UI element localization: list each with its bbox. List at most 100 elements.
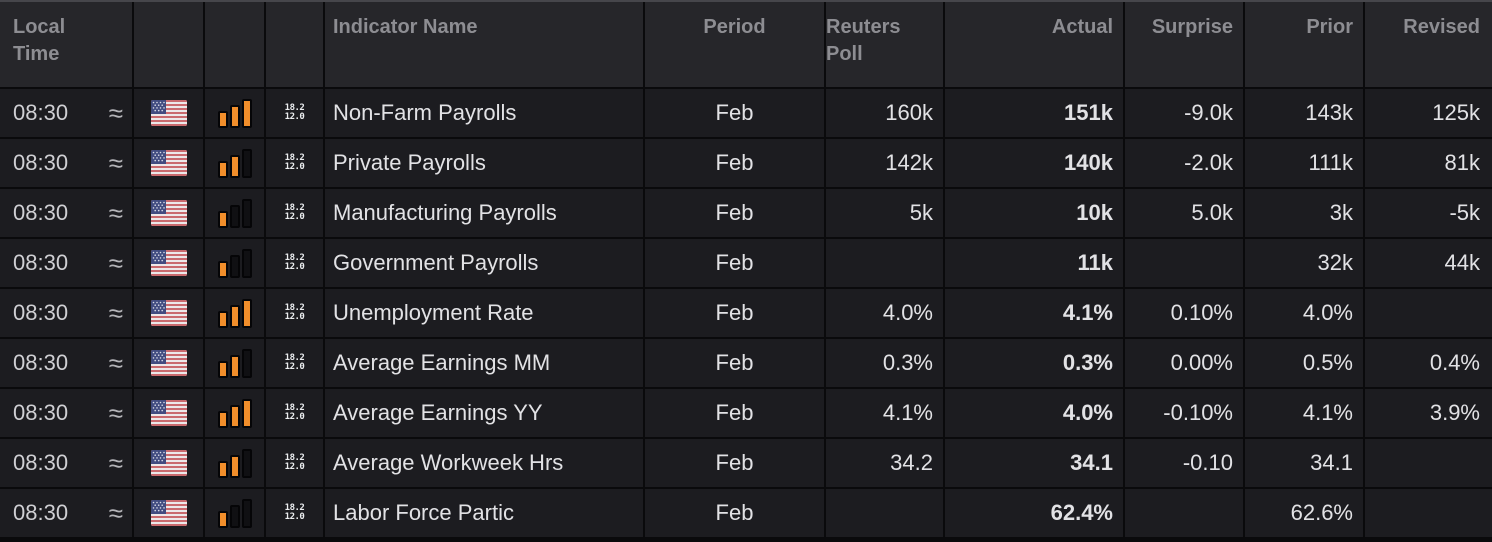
economic-data-chart-icon: 18.2 12.0 (285, 104, 305, 122)
column-header-chart[interactable] (266, 2, 325, 89)
us-flag-icon (150, 450, 187, 476)
table-row[interactable]: 08:30 ≈ (0, 339, 1492, 389)
cell-chart-icon[interactable]: 18.2 12.0 (266, 489, 325, 539)
column-header-reuters-poll[interactable]: Reuters Poll (826, 2, 945, 89)
reuters-poll-value: 4.1% (882, 400, 933, 425)
cell-actual: 4.1% (945, 289, 1125, 339)
cell-chart-icon[interactable]: 18.2 12.0 (266, 89, 325, 139)
cell-indicator-name[interactable]: Manufacturing Payrolls (325, 189, 645, 239)
cell-local-time: 08:30 ≈ (0, 139, 134, 189)
column-header-local-time[interactable]: Local Time (0, 2, 134, 89)
cell-prior: 4.0% (1245, 289, 1365, 339)
cell-indicator-name[interactable]: Private Payrolls (325, 139, 645, 189)
table-row[interactable]: 08:30 ≈ (0, 89, 1492, 139)
surprise-value: 0.10% (1170, 300, 1233, 325)
table-row[interactable]: 08:30 ≈ (0, 389, 1492, 439)
cell-indicator-name[interactable]: Unemployment Rate (325, 289, 645, 339)
chart-icon-bottom-value: 12.0 (284, 412, 305, 422)
revised-value: -5k (1449, 200, 1480, 225)
cell-actual: 140k (945, 139, 1125, 189)
table-body: 08:30 ≈ (0, 89, 1492, 539)
cell-reuters-poll: 160k (826, 89, 945, 139)
table-row[interactable]: 08:30 ≈ (0, 489, 1492, 539)
cell-surprise: -2.0k (1125, 139, 1245, 189)
cell-actual: 151k (945, 89, 1125, 139)
table-row[interactable]: 08:30 ≈ (0, 139, 1492, 189)
cell-importance (205, 439, 266, 489)
reuters-poll-value: 160k (885, 100, 933, 125)
column-header-indicator-name[interactable]: Indicator Name (325, 2, 645, 89)
cell-local-time: 08:30 ≈ (0, 189, 134, 239)
chart-icon-bottom-value: 12.0 (284, 362, 305, 372)
chart-icon-bottom-value: 12.0 (284, 262, 305, 272)
cell-surprise (1125, 239, 1245, 289)
prior-value: 62.6% (1290, 500, 1353, 525)
cell-chart-icon[interactable]: 18.2 12.0 (266, 139, 325, 189)
cell-country (134, 239, 205, 289)
cell-indicator-name[interactable]: Average Earnings MM (325, 339, 645, 389)
us-flag-icon (150, 350, 187, 376)
cell-revised: 3.9% (1365, 389, 1492, 439)
cell-indicator-name[interactable]: Labor Force Partic (325, 489, 645, 539)
approx-time-icon: ≈ (108, 498, 123, 528)
table-row[interactable]: 08:30 ≈ (0, 189, 1492, 239)
cell-period: Feb (645, 339, 826, 389)
cell-chart-icon[interactable]: 18.2 12.0 (266, 289, 325, 339)
cell-revised: 81k (1365, 139, 1492, 189)
header-reuters-poll-line1: Reuters (826, 16, 901, 38)
cell-indicator-name[interactable]: Average Earnings YY (325, 389, 645, 439)
period-value: Feb (715, 400, 754, 425)
cell-local-time: 08:30 ≈ (0, 489, 134, 539)
approx-time-icon: ≈ (108, 398, 123, 428)
column-header-prior[interactable]: Prior (1245, 2, 1365, 89)
local-time-value: 08:30 (13, 250, 69, 275)
cell-chart-icon[interactable]: 18.2 12.0 (266, 339, 325, 389)
cell-period: Feb (645, 389, 826, 439)
table-row[interactable]: 08:30 ≈ (0, 239, 1492, 289)
local-time-value: 08:30 (13, 450, 69, 475)
cell-chart-icon[interactable]: 18.2 12.0 (266, 189, 325, 239)
approx-time-icon: ≈ (108, 148, 123, 178)
local-time-value: 08:30 (13, 200, 69, 225)
cell-prior: 4.1% (1245, 389, 1365, 439)
chart-icon-top-value: 18.2 (284, 203, 305, 213)
cell-reuters-poll (826, 489, 945, 539)
economic-data-chart-icon: 18.2 12.0 (285, 204, 305, 222)
cell-chart-icon[interactable]: 18.2 12.0 (266, 389, 325, 439)
importance-bars-icon (217, 398, 252, 428)
cell-reuters-poll: 5k (826, 189, 945, 239)
approx-time-icon: ≈ (108, 98, 123, 128)
chart-icon-top-value: 18.2 (284, 153, 305, 163)
cell-indicator-name[interactable]: Government Payrolls (325, 239, 645, 289)
indicator-name-value: Non-Farm Payrolls (333, 100, 517, 125)
cell-importance (205, 339, 266, 389)
column-header-importance[interactable] (205, 2, 266, 89)
cell-actual: 0.3% (945, 339, 1125, 389)
cell-indicator-name[interactable]: Average Workweek Hrs (325, 439, 645, 489)
cell-chart-icon[interactable]: 18.2 12.0 (266, 439, 325, 489)
table-row[interactable]: 08:30 ≈ (0, 439, 1492, 489)
chart-icon-top-value: 18.2 (284, 253, 305, 263)
importance-bars-icon (217, 448, 252, 478)
column-header-surprise[interactable]: Surprise (1125, 2, 1245, 89)
us-flag-icon (150, 150, 187, 176)
prior-value: 4.0% (1302, 300, 1353, 325)
prior-value: 3k (1329, 200, 1353, 225)
revised-value: 44k (1444, 250, 1480, 275)
cell-period: Feb (645, 289, 826, 339)
economic-data-chart-icon: 18.2 12.0 (285, 454, 305, 472)
cell-chart-icon[interactable]: 18.2 12.0 (266, 239, 325, 289)
column-header-actual[interactable]: Actual (945, 2, 1125, 89)
column-header-period[interactable]: Period (645, 2, 826, 89)
reuters-poll-value: 5k (909, 200, 933, 225)
chart-icon-top-value: 18.2 (284, 503, 305, 513)
reuters-poll-value: 4.0% (882, 300, 933, 325)
column-header-country[interactable] (134, 2, 205, 89)
approx-time-icon: ≈ (108, 298, 123, 328)
cell-importance (205, 389, 266, 439)
cell-indicator-name[interactable]: Non-Farm Payrolls (325, 89, 645, 139)
column-header-revised[interactable]: Revised (1365, 2, 1492, 89)
cell-reuters-poll (826, 239, 945, 289)
table-row[interactable]: 08:30 ≈ (0, 289, 1492, 339)
